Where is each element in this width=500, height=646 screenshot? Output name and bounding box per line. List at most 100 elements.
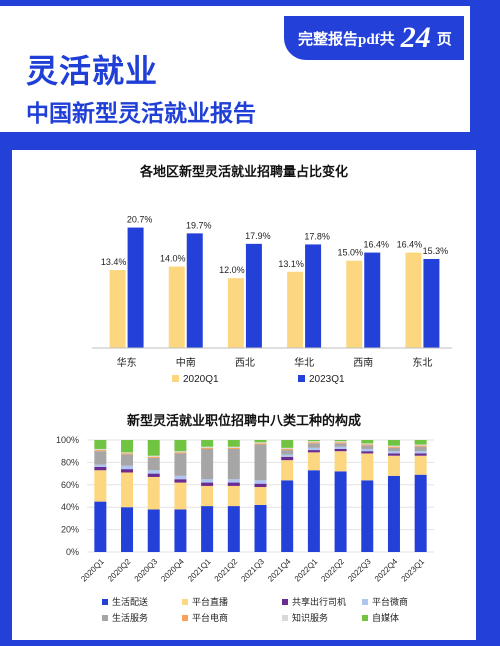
segment-共享出行司机-2022Q1 xyxy=(307,450,320,453)
segment-平台直播-2022Q3 xyxy=(361,453,374,481)
segment-共享出行司机-2022Q4 xyxy=(387,453,400,456)
data-label: 15.0% xyxy=(337,248,363,258)
x-tick-label: 2020Q3 xyxy=(133,557,160,584)
segment-知识服务-2021Q3 xyxy=(254,442,267,444)
segment-知识服务-2022Q1 xyxy=(307,441,320,443)
legend-label: 自媒体 xyxy=(372,612,399,623)
legend-swatch xyxy=(182,599,188,605)
segment-知识服务-2022Q2 xyxy=(334,441,347,443)
x-tick-label: 2021Q3 xyxy=(239,557,266,584)
segment-生活配送-2021Q3 xyxy=(254,504,267,552)
bar-2020Q1-西北 xyxy=(227,278,244,348)
bar-2023Q1-东北 xyxy=(423,258,440,348)
data-label: 19.7% xyxy=(186,220,212,230)
segment-平台电商-2020Q3 xyxy=(147,456,160,458)
y-tick-label: 80% xyxy=(61,457,79,467)
data-label: 20.7% xyxy=(127,215,153,225)
segment-平台电商-2020Q2 xyxy=(121,453,134,455)
segment-共享出行司机-2023Q1 xyxy=(414,453,427,456)
bar-2020Q1-西南 xyxy=(346,260,363,348)
segment-平台电商-2022Q1 xyxy=(307,442,320,444)
segment-平台电商-2022Q4 xyxy=(387,446,400,448)
bar-2020Q1-东北 xyxy=(405,252,422,348)
segment-平台微商-2021Q2 xyxy=(227,479,240,483)
data-label: 15.3% xyxy=(423,246,449,256)
segment-共享出行司机-2021Q3 xyxy=(254,483,267,488)
segment-生活服务-2020Q4 xyxy=(174,453,187,476)
segment-生活配送-2021Q1 xyxy=(201,506,214,552)
x-tick-label: 2021Q1 xyxy=(186,557,213,584)
x-tick-label: 2020Q4 xyxy=(159,557,186,584)
segment-自媒体-2022Q1 xyxy=(307,440,320,442)
segment-平台微商-2021Q1 xyxy=(201,479,214,483)
segment-平台直播-2021Q2 xyxy=(227,485,240,507)
x-tick-label: 2022Q2 xyxy=(319,557,346,584)
bar-2023Q1-西北 xyxy=(245,243,262,348)
segment-共享出行司机-2020Q3 xyxy=(147,473,160,477)
segment-生活配送-2022Q1 xyxy=(307,470,320,552)
composition-stacked-chart: 新型灵活就业职位招聘中八类工种的构成 0% 20% 40% 60% 80% 100% 20… xyxy=(56,413,434,623)
legend-swatch xyxy=(102,615,108,621)
segment-生活配送-2022Q2 xyxy=(334,471,347,552)
chart-title: 新型灵活就业职位招聘中八类工种的构成 xyxy=(127,413,361,428)
segment-平台电商-2021Q2 xyxy=(227,447,240,449)
bar-2023Q1-华北 xyxy=(305,244,322,348)
bar-2020Q1-华北 xyxy=(287,271,304,348)
x-tick-label: 2022Q3 xyxy=(346,557,373,584)
segment-生活服务-2020Q1 xyxy=(94,451,107,465)
x-tick-label: 2022Q1 xyxy=(293,557,320,584)
segment-平台直播-2021Q4 xyxy=(281,460,294,481)
segment-生活服务-2021Q4 xyxy=(281,450,294,455)
segment-共享出行司机-2020Q4 xyxy=(174,479,187,483)
segment-平台电商-2020Q1 xyxy=(94,450,107,452)
x-tick-label: 东北 xyxy=(412,356,432,369)
data-label: 13.4% xyxy=(101,257,127,267)
legend-label: 平台微商 xyxy=(372,596,408,607)
x-tick-label: 2020Q1 xyxy=(79,557,106,584)
y-tick-label: 0% xyxy=(66,547,79,557)
x-tick-label: 西北 xyxy=(235,357,255,369)
legend-label: 平台电商 xyxy=(192,612,228,623)
segment-生活服务-2021Q2 xyxy=(227,448,240,480)
segment-自媒体-2022Q3 xyxy=(361,440,374,444)
segment-平台微商-2022Q3 xyxy=(361,448,374,452)
segment-生活配送-2022Q3 xyxy=(361,480,374,552)
segment-知识服务-2021Q2 xyxy=(227,446,240,448)
x-tick-label: 2023Q1 xyxy=(400,557,427,584)
segment-生活配送-2020Q4 xyxy=(174,509,187,552)
legend-label: 生活配送 xyxy=(112,596,148,607)
segment-自媒体-2021Q1 xyxy=(201,440,214,447)
legend-swatch xyxy=(282,599,288,605)
y-tick-label: 60% xyxy=(61,480,79,490)
segment-平台电商-2021Q4 xyxy=(281,448,294,451)
x-tick-label: 华东 xyxy=(117,356,137,369)
segment-共享出行司机-2020Q2 xyxy=(121,469,134,473)
segment-知识服务-2022Q3 xyxy=(361,443,374,445)
segment-自媒体-2023Q1 xyxy=(414,440,427,445)
legend-label: 共享出行司机 xyxy=(292,596,346,607)
legend-swatch xyxy=(362,599,368,605)
segment-自媒体-2020Q2 xyxy=(121,440,134,453)
segment-平台直播-2023Q1 xyxy=(414,455,427,475)
segment-生活服务-2022Q4 xyxy=(387,447,400,452)
segment-生活服务-2021Q1 xyxy=(201,448,214,480)
segment-平台微商-2021Q4 xyxy=(281,454,294,457)
segment-平台电商-2022Q2 xyxy=(334,442,347,444)
bar-2020Q1-华东 xyxy=(109,270,126,348)
x-tick-label: 西南 xyxy=(353,356,373,369)
legend-swatch xyxy=(182,615,188,621)
data-label: 13.1% xyxy=(278,259,304,269)
segment-知识服务-2022Q4 xyxy=(387,445,400,447)
segment-平台微商-2020Q2 xyxy=(121,465,134,470)
segment-共享出行司机-2021Q2 xyxy=(227,482,240,486)
segment-生活服务-2022Q3 xyxy=(361,445,374,449)
segment-生活服务-2020Q3 xyxy=(147,457,160,471)
legend-label: 生活服务 xyxy=(112,612,148,623)
page-subtitle: 中国新型灵活就业报告 xyxy=(26,100,256,126)
segment-平台直播-2020Q3 xyxy=(147,476,160,510)
segment-平台直播-2021Q3 xyxy=(254,487,267,505)
segment-知识服务-2023Q1 xyxy=(414,444,427,446)
segment-平台直播-2020Q2 xyxy=(121,472,134,508)
segment-知识服务-2021Q4 xyxy=(281,447,294,449)
legend-label: 平台直播 xyxy=(192,596,228,607)
